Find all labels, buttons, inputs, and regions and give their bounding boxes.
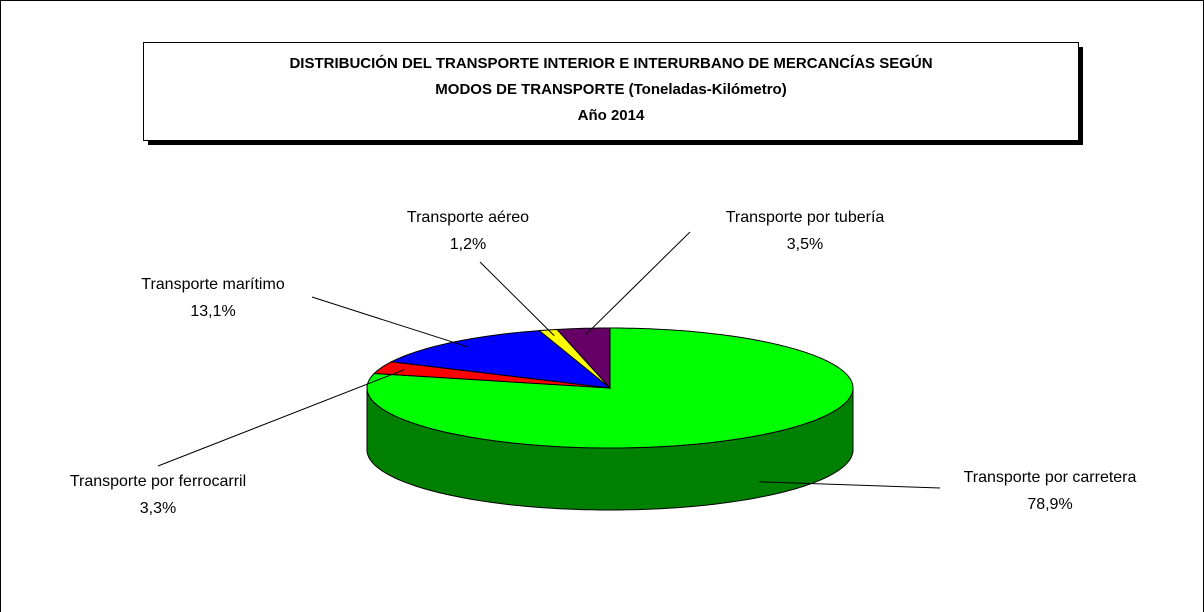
chart-title: Año 2014 xyxy=(578,107,645,124)
pie-slice xyxy=(555,327,611,390)
slice-label: Transporte aéreo xyxy=(407,209,529,226)
pie-slice xyxy=(373,361,611,389)
chart-title: MODOS DE TRANSPORTE (Toneladas-Kilómetro… xyxy=(435,81,786,98)
leader-line xyxy=(311,296,469,348)
slice-label: Transporte por tubería xyxy=(726,209,885,226)
leader-line xyxy=(759,481,941,489)
slice-label: Transporte por carretera xyxy=(964,469,1137,486)
chart-title: DISTRIBUCIÓN DEL TRANSPORTE INTERIOR E I… xyxy=(289,54,932,72)
slice-label: Transporte marítimo xyxy=(141,276,285,293)
slice-value: 1,2% xyxy=(450,236,486,253)
slice-value: 3,5% xyxy=(787,236,823,253)
slice-label: Transporte por ferrocarril xyxy=(70,473,246,490)
title-box xyxy=(143,42,1079,141)
slice-value: 3,3% xyxy=(140,500,176,517)
leader-line xyxy=(479,261,555,337)
slice-value: 13,1% xyxy=(190,303,235,320)
leader-line xyxy=(585,231,691,335)
leader-line xyxy=(157,369,405,467)
slice-value: 78,9% xyxy=(1027,496,1072,513)
